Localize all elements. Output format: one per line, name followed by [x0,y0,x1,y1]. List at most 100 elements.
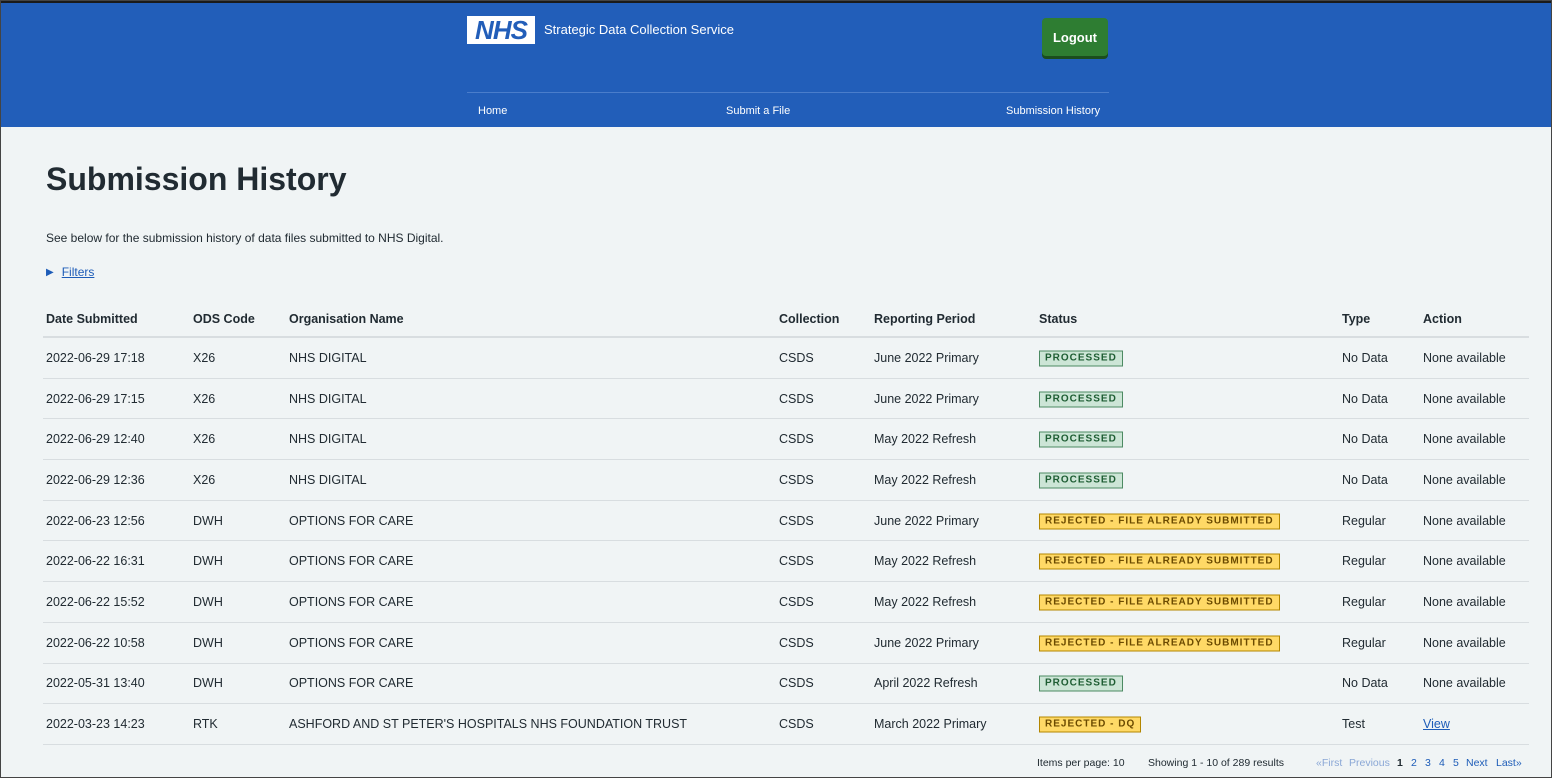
cell-collection: CSDS [779,635,814,650]
status-badge: PROCESSED [1039,350,1123,367]
cell-action: None available [1423,676,1506,691]
status-badge: REJECTED - FILE ALREADY SUBMITTED [1039,513,1280,530]
nhs-logo[interactable]: NHS [467,16,535,44]
cell-ods-code: DWH [193,676,223,691]
cell-ods-code: X26 [193,391,216,406]
cell-reporting-period: June 2022 Primary [874,350,979,365]
page-link[interactable]: 4 [1439,757,1445,769]
cell-status: REJECTED - FILE ALREADY SUBMITTED [1039,593,1280,611]
site-header: NHS Strategic Data Collection Service Lo… [1,1,1551,127]
cell-reporting-period: June 2022 Primary [874,635,979,650]
cell-collection: CSDS [779,432,814,447]
cell-ods-code: X26 [193,432,216,447]
page-first-link[interactable]: «First [1316,757,1343,769]
column-header-collection: Collection [779,311,840,326]
filters-link[interactable]: Filters [61,265,95,279]
cell-status: PROCESSED [1039,675,1123,692]
view-link[interactable]: View [1423,717,1450,732]
status-badge: PROCESSED [1039,391,1123,408]
nav-item-submit-file[interactable]: Submit a File [726,105,791,117]
cell-date: 2022-06-23 12:56 [46,513,145,528]
cell-status: REJECTED - DQ [1039,716,1142,733]
cell-reporting-period: June 2022 Primary [874,391,979,406]
cell-reporting-period: May 2022 Refresh [874,594,977,609]
cell-type: No Data [1342,472,1388,487]
table-header-row: Date Submitted ODS Code Organisation Nam… [43,301,1529,338]
page-title: Submission History [46,161,347,197]
status-badge: REJECTED - FILE ALREADY SUBMITTED [1039,594,1280,611]
cell-status: PROCESSED [1039,390,1123,408]
status-badge: REJECTED - FILE ALREADY SUBMITTED [1039,635,1280,652]
cell-collection: CSDS [779,391,814,406]
intro-text: See below for the submission history of … [46,231,444,245]
page-link[interactable]: 3 [1425,757,1431,769]
cell-reporting-period: April 2022 Refresh [874,676,978,691]
cell-reporting-period: May 2022 Refresh [874,432,977,447]
table-row: 2022-06-22 16:31 DWH OPTIONS FOR CARE CSDS M… [43,541,1529,583]
cell-type: No Data [1342,676,1388,691]
table-row: 2022-05-31 13:40 DWH OPTIONS FOR CARE CSDS A… [43,664,1529,705]
nav-item-submission-history[interactable]: Submission History [1006,105,1101,117]
status-badge: PROCESSED [1039,472,1123,489]
cell-ods-code: DWH [193,594,223,609]
filters-toggle[interactable]: ▶ Filters [46,265,94,279]
submission-table: Date Submitted ODS Code Organisation Nam… [43,301,1529,745]
table-row: 2022-06-22 10:58 DWH OPTIONS FOR CARE CSDS J… [43,623,1529,664]
column-header-organisation: Organisation Name [289,311,404,326]
cell-action: None available [1423,554,1506,569]
column-header-action: Action [1423,311,1462,326]
cell-organisation: OPTIONS FOR CARE [289,513,414,528]
cell-organisation: ASHFORD AND ST PETER'S HOSPITALS NHS FOU… [289,717,688,732]
cell-ods-code: X26 [193,472,216,487]
cell-action: View [1423,717,1450,731]
table-row: 2022-06-29 12:40 X26 NHS DIGITAL CSDS May 20… [43,419,1529,461]
cell-collection: CSDS [779,513,814,528]
service-name[interactable]: Strategic Data Collection Service [544,22,735,37]
cell-action: None available [1423,472,1506,487]
page-link-current[interactable]: 1 [1397,757,1403,769]
page-last-link[interactable]: Last» [1496,757,1522,769]
cell-ods-code: X26 [193,350,216,365]
nhs-logo-text: NHS [475,15,528,45]
cell-status: REJECTED - FILE ALREADY SUBMITTED [1039,553,1280,570]
cell-date: 2022-06-29 17:15 [46,391,145,406]
cell-reporting-period: May 2022 Refresh [874,472,977,487]
cell-reporting-period: May 2022 Refresh [874,554,977,569]
column-header-ods: ODS Code [193,311,255,326]
cell-date: 2022-06-29 17:18 [46,350,145,365]
cell-organisation: NHS DIGITAL [289,472,367,487]
status-badge: PROCESSED [1039,675,1123,692]
results-summary: Showing 1 - 10 of 289 results [1148,757,1284,769]
column-header-period: Reporting Period [874,311,976,326]
cell-organisation: OPTIONS FOR CARE [289,635,414,650]
cell-collection: CSDS [779,350,814,365]
cell-action: None available [1423,635,1506,650]
cell-action: None available [1423,594,1506,609]
table-body: 2022-06-29 17:18 X26 NHS DIGITAL CSDS June 2… [43,338,1529,745]
status-badge: REJECTED - DQ [1039,716,1142,733]
cell-type: No Data [1342,350,1388,365]
cell-status: PROCESSED [1039,431,1123,448]
cell-ods-code: RTK [193,717,218,732]
cell-date: 2022-05-31 13:40 [46,676,145,691]
page-link[interactable]: 5 [1453,757,1459,769]
cell-collection: CSDS [779,676,814,691]
column-header-type: Type [1342,311,1371,326]
logout-button[interactable]: Logout [1042,18,1108,56]
page-next-link[interactable]: Next [1466,757,1488,769]
page-link[interactable]: 2 [1411,757,1417,769]
cell-type: No Data [1342,432,1388,447]
cell-type: No Data [1342,391,1388,406]
cell-ods-code: DWH [193,513,223,528]
cell-status: PROCESSED [1039,471,1123,489]
cell-date: 2022-06-22 15:52 [46,594,145,609]
items-per-page[interactable]: Items per page: 10 [1037,757,1125,769]
cell-organisation: NHS DIGITAL [289,350,367,365]
cell-date: 2022-06-29 12:36 [46,472,145,487]
cell-organisation: OPTIONS FOR CARE [289,554,414,569]
cell-date: 2022-06-22 10:58 [46,635,145,650]
page-previous-link[interactable]: Previous [1349,757,1390,769]
cell-reporting-period: March 2022 Primary [874,717,987,732]
cell-collection: CSDS [779,472,814,487]
nav-item-home[interactable]: Home [478,105,508,117]
